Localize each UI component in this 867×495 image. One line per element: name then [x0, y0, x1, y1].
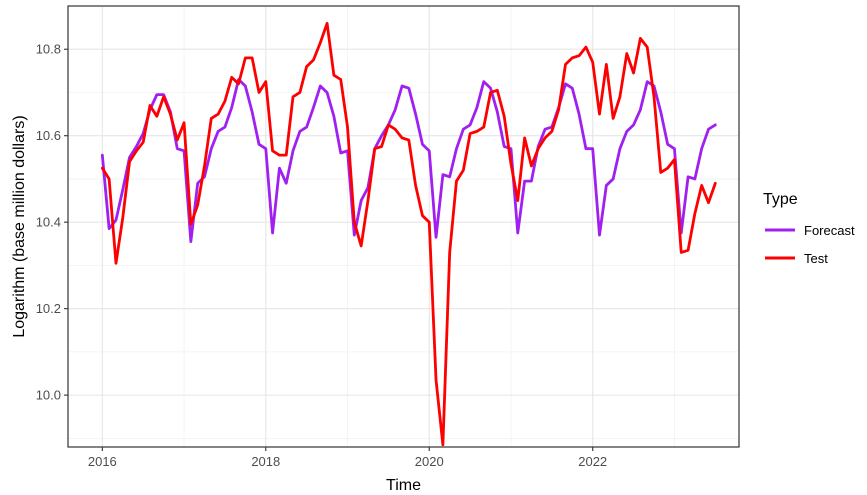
x-axis: 2016 2018 2020 2022: [88, 447, 607, 469]
x-tick-label: 2016: [88, 454, 117, 469]
legend-label-test: Test: [804, 251, 828, 266]
legend-label-forecast: Forecast: [804, 223, 855, 238]
y-axis-title: Logarithm (base million dollars): [11, 115, 28, 337]
y-axis: 10.0 10.2 10.4 10.6 10.8: [36, 42, 68, 403]
panel-background: [68, 6, 739, 447]
panel-border: [67, 5, 740, 448]
minor-grid: [68, 6, 739, 447]
y-tick-label: 10.2: [36, 301, 61, 316]
legend-title: Type: [763, 191, 798, 208]
y-tick-label: 10.4: [36, 215, 61, 230]
y-tick-label: 10.0: [36, 388, 61, 403]
y-tick-label: 10.6: [36, 128, 61, 143]
series-line-forecast: [100, 78, 717, 244]
x-axis-title: Time: [386, 477, 421, 494]
major-grid: [68, 6, 739, 447]
x-tick-label: 2020: [415, 454, 444, 469]
series-layer: [100, 21, 717, 447]
legend: Type Forecast Test: [763, 191, 855, 266]
series-line-test: [100, 21, 717, 447]
x-tick-label: 2018: [251, 454, 280, 469]
x-tick-label: 2022: [578, 454, 607, 469]
y-tick-label: 10.8: [36, 42, 61, 57]
